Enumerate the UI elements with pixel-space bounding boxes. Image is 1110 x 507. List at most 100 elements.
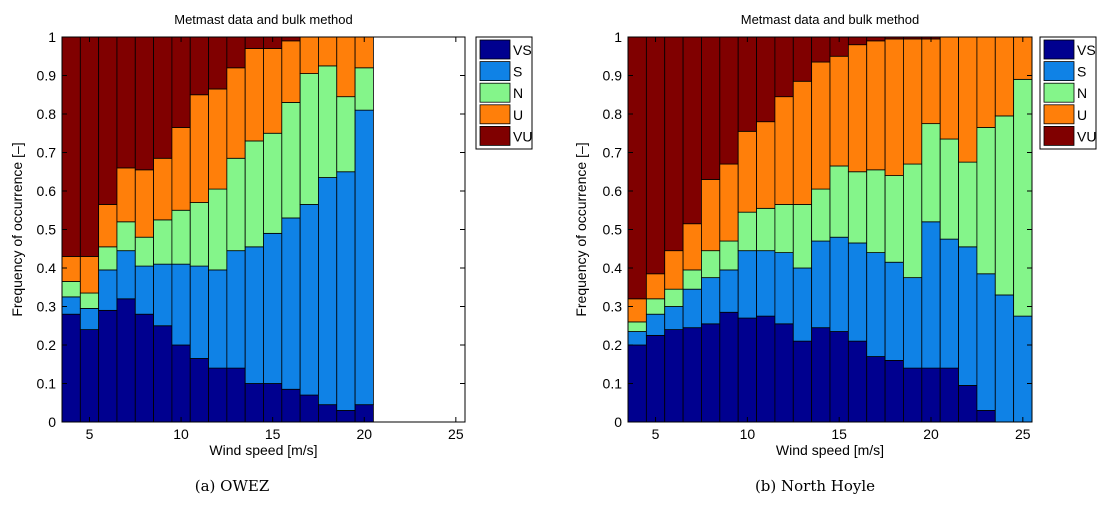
legend-label-vs: VS: [1077, 42, 1096, 58]
bar-vs-8: [134, 313, 154, 423]
bar-vs-12: [208, 367, 228, 423]
bar-u-17: [866, 40, 886, 171]
bar-u-10: [737, 130, 757, 213]
bar-n-18: [318, 65, 338, 178]
bar-s-4: [61, 296, 81, 315]
bar-vu-12: [774, 36, 794, 98]
bar-s-15: [263, 232, 283, 384]
y-tick-label: 0.5: [603, 222, 623, 238]
bar-s-24: [994, 294, 1015, 423]
bar-n-18: [884, 175, 904, 263]
bar-vs-16: [281, 388, 301, 423]
x-axis-label: Wind speed [m/s]: [776, 442, 884, 458]
chart-2: 00.10.20.30.40.50.60.70.80.915 10 15 20 25Me…: [573, 12, 1097, 495]
bar-u-11: [756, 121, 776, 209]
bar-n-11: [189, 202, 209, 267]
y-tick-label: 0.3: [603, 299, 623, 315]
bar-vs-22: [958, 385, 978, 423]
bar-n-17: [866, 169, 886, 253]
bar-n-24: [994, 115, 1015, 296]
bar-n-8: [701, 250, 721, 279]
bar-n-8: [134, 236, 154, 267]
bar-s-25: [1013, 315, 1033, 423]
legend-label-u: U: [513, 107, 523, 123]
bar-vs-18: [884, 359, 904, 423]
bar-s-12: [774, 252, 794, 325]
legend: VS SNU VU: [1039, 36, 1097, 150]
bar-vs-17: [866, 356, 886, 423]
bar-s-22: [958, 246, 978, 386]
bar-n-12: [774, 204, 794, 253]
bar-n-13: [792, 204, 813, 269]
bar-vs-4: [61, 313, 81, 423]
legend-label-s: S: [1077, 64, 1086, 80]
bar-u-5: [79, 256, 100, 294]
bar-u-5: [645, 273, 666, 300]
bars-group: [627, 36, 1033, 423]
bar-u-7: [116, 167, 136, 223]
legend-swatch-vu: [479, 126, 511, 146]
bar-s-14: [244, 246, 264, 384]
bar-u-7: [682, 223, 702, 271]
bar-s-10: [171, 263, 191, 346]
bar-vu-11: [756, 36, 776, 123]
x-tick-label: 10: [173, 426, 189, 442]
bar-s-19: [336, 171, 356, 411]
bar-n-16: [847, 171, 868, 244]
y-tick-label: 0.1: [603, 376, 623, 392]
bar-n-11: [756, 207, 776, 252]
legend-label-s: S: [513, 64, 522, 80]
bar-s-13: [226, 250, 246, 369]
bar-vs-8: [701, 323, 721, 423]
bar-s-20: [354, 109, 374, 406]
bar-vs-20: [921, 367, 941, 423]
bar-s-9: [719, 269, 739, 313]
bar-u-19: [336, 36, 356, 98]
bars-group: [61, 36, 374, 423]
bar-n-7: [682, 269, 702, 290]
bar-s-19: [903, 277, 923, 369]
bar-n-21: [939, 138, 959, 240]
y-tick-label: 0.8: [603, 106, 623, 122]
bar-n-19: [903, 163, 923, 279]
legend-label-vu: VU: [513, 128, 532, 144]
y-tick-label: 0.9: [37, 68, 57, 84]
bar-vs-23: [976, 410, 996, 423]
legend-swatch-s: [1043, 61, 1075, 81]
y-tick-label: 0.1: [37, 376, 57, 392]
bar-vs-15: [263, 383, 283, 423]
bar-vu-11: [189, 36, 209, 96]
bar-s-14: [811, 240, 831, 329]
bar-u-11: [189, 94, 209, 203]
bar-vu-7: [682, 36, 702, 225]
bar-vs-11: [189, 358, 209, 423]
bar-n-9: [719, 240, 739, 271]
bar-s-16: [847, 242, 868, 342]
bar-u-4: [627, 298, 647, 323]
bar-vs-10: [171, 344, 191, 423]
y-tick-label: 0.2: [603, 337, 623, 353]
bar-s-6: [664, 306, 684, 331]
bar-u-15: [829, 55, 849, 167]
legend-swatch-vs: [1043, 39, 1075, 60]
bar-u-13: [792, 80, 813, 205]
y-axis-label: Frequency of occurrence [–]: [573, 142, 589, 316]
bar-vu-6: [98, 36, 118, 205]
bar-vs-9: [153, 325, 173, 423]
bar-s-11: [189, 265, 209, 359]
bar-vu-9: [153, 36, 173, 159]
bar-u-9: [153, 157, 173, 221]
y-tick-label: 0.4: [37, 260, 57, 276]
y-tick-label: 0.4: [603, 260, 623, 276]
bar-n-5: [645, 298, 666, 315]
bar-u-14: [811, 61, 831, 190]
bar-vu-14: [244, 36, 264, 49]
bar-n-25: [1013, 78, 1033, 317]
y-tick-label: 1: [48, 29, 56, 45]
legend-label-u: U: [1077, 107, 1087, 123]
bar-vu-5: [645, 36, 666, 275]
x-tick-label: 15: [831, 426, 847, 442]
bar-vu-6: [664, 36, 684, 252]
legend-swatch-s: [479, 61, 511, 81]
